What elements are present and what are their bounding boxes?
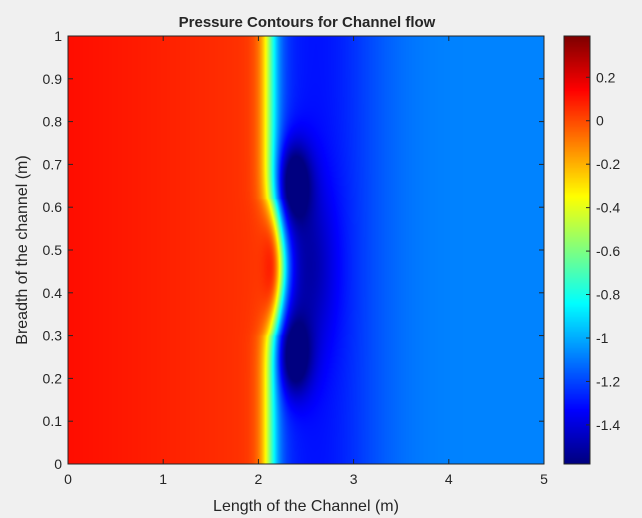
colorbar-tick-label: -1.4 [596, 417, 620, 433]
chart-title: Pressure Contours for Channel flow [179, 14, 436, 31]
colorbar-tick-label: 0.2 [596, 69, 616, 85]
x-tick-label: 1 [159, 471, 167, 487]
colorbar-tick-label: -1 [596, 330, 609, 346]
x-tick-label: 2 [255, 471, 263, 487]
colorbar: 0.2 0 -0.2 -0.4 -0.6 -0.8 -1 -1.2 -1.4 [563, 35, 620, 465]
colorbar-tick-label: -0.2 [596, 156, 620, 172]
y-axis-label: Breadth of the channel (m) [14, 155, 31, 344]
y-tick-label: 0.5 [43, 242, 63, 258]
y-tick-label: 0.8 [43, 114, 63, 130]
colorbar-gradient [564, 36, 590, 464]
x-tick-label: 5 [540, 471, 548, 487]
x-tick-label: 0 [64, 471, 72, 487]
y-tick-label: 0.4 [43, 285, 63, 301]
y-tick-label: 0.3 [43, 328, 63, 344]
colorbar-box [563, 35, 591, 465]
y-tick-label: 0.9 [43, 71, 63, 87]
y-tick-label: 0.2 [43, 370, 63, 386]
x-axis-label: Length of the Channel (m) [213, 498, 399, 515]
pressure-heatmap [68, 36, 544, 464]
colorbar-tick-label: 0 [596, 113, 604, 129]
y-tick-label: 0.1 [43, 413, 63, 429]
x-axis-ticks: 0 1 2 3 4 5 [64, 36, 548, 487]
y-tick-label: 0.6 [43, 199, 63, 215]
y-tick-label: 0 [54, 456, 62, 472]
plot-area: 0 1 2 3 4 5 0 0.1 0.2 0.3 0.4 0.5 0.6 0.7 0.8 0.9 1 [43, 28, 549, 487]
y-tick-label: 1 [54, 28, 62, 44]
colorbar-tick-label: -0.4 [596, 200, 620, 216]
x-tick-label: 4 [445, 471, 453, 487]
y-tick-label: 0.7 [43, 156, 63, 172]
x-tick-label: 3 [350, 471, 358, 487]
y-axis-ticks: 0 0.1 0.2 0.3 0.4 0.5 0.6 0.7 0.8 0.9 1 [43, 28, 544, 472]
colorbar-tick-label: -1.2 [596, 373, 620, 389]
colorbar-ticks: 0.2 0 -0.2 -0.4 -0.6 -0.8 -1 -1.2 -1.4 [586, 69, 620, 433]
colorbar-tick-label: -0.6 [596, 243, 620, 259]
colorbar-tick-label: -0.8 [596, 287, 620, 303]
